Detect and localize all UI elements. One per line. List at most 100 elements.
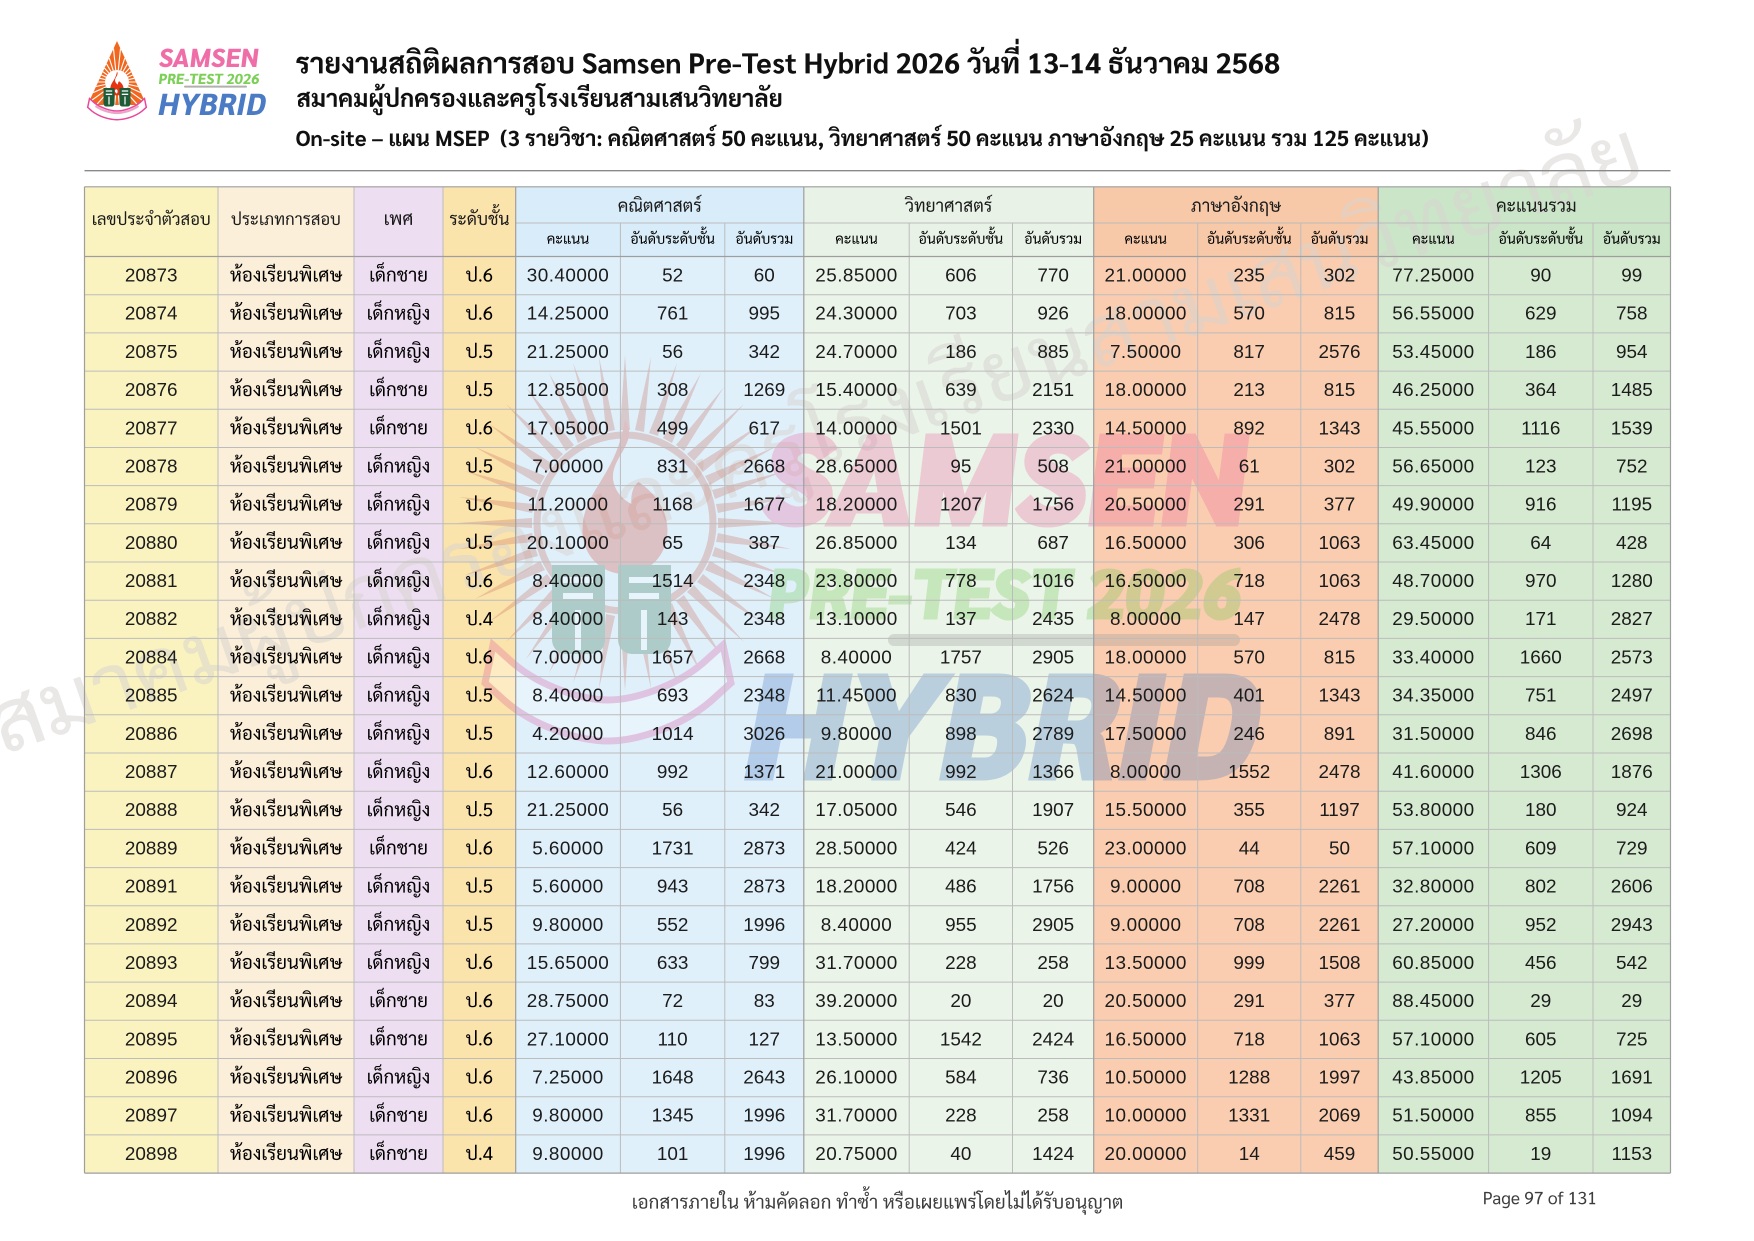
svg-text:23.00000: 23.00000 bbox=[1104, 838, 1186, 859]
svg-text:1756: 1756 bbox=[1032, 877, 1074, 898]
svg-text:1288: 1288 bbox=[1228, 1068, 1270, 1089]
svg-text:1116: 1116 bbox=[1521, 418, 1560, 439]
svg-text:63.45000: 63.45000 bbox=[1392, 533, 1474, 554]
svg-text:1014: 1014 bbox=[652, 724, 694, 745]
svg-text:1657: 1657 bbox=[652, 647, 694, 668]
svg-text:4.20000: 4.20000 bbox=[532, 724, 603, 745]
svg-text:617: 617 bbox=[749, 418, 781, 439]
svg-text:387: 387 bbox=[749, 533, 781, 554]
svg-text:64: 64 bbox=[1530, 533, 1551, 554]
svg-text:246: 246 bbox=[1233, 724, 1265, 745]
svg-text:20881: 20881 bbox=[125, 571, 178, 592]
svg-text:831: 831 bbox=[657, 457, 689, 478]
svg-text:1345: 1345 bbox=[652, 1106, 694, 1127]
svg-text:186: 186 bbox=[1525, 342, 1557, 363]
svg-text:2261: 2261 bbox=[1318, 915, 1360, 936]
svg-text:20885: 20885 bbox=[125, 686, 178, 707]
svg-text:999: 999 bbox=[1233, 953, 1265, 974]
svg-text:8.40000: 8.40000 bbox=[821, 915, 892, 936]
svg-text:83: 83 bbox=[754, 991, 775, 1012]
svg-text:60.85000: 60.85000 bbox=[1392, 953, 1474, 974]
svg-text:57.10000: 57.10000 bbox=[1392, 1029, 1474, 1050]
svg-text:725: 725 bbox=[1616, 1029, 1648, 1050]
svg-text:2261: 2261 bbox=[1318, 877, 1360, 898]
svg-text:2348: 2348 bbox=[743, 571, 785, 592]
svg-text:28.50000: 28.50000 bbox=[815, 838, 897, 859]
svg-text:2576: 2576 bbox=[1318, 342, 1360, 363]
svg-text:1756: 1756 bbox=[1032, 495, 1074, 516]
svg-text:77.25000: 77.25000 bbox=[1392, 266, 1474, 287]
svg-text:758: 758 bbox=[1616, 304, 1648, 325]
svg-text:2873: 2873 bbox=[743, 877, 785, 898]
svg-text:9.80000: 9.80000 bbox=[532, 1144, 603, 1165]
svg-text:892: 892 bbox=[1233, 418, 1265, 439]
svg-text:570: 570 bbox=[1233, 304, 1265, 325]
svg-text:1542: 1542 bbox=[940, 1029, 982, 1050]
svg-text:12.85000: 12.85000 bbox=[527, 380, 609, 401]
svg-text:20.50000: 20.50000 bbox=[1104, 495, 1186, 516]
svg-text:5.60000: 5.60000 bbox=[532, 877, 603, 898]
svg-text:20: 20 bbox=[950, 991, 971, 1012]
svg-text:127: 127 bbox=[749, 1029, 781, 1050]
svg-text:20886: 20886 bbox=[125, 724, 178, 745]
svg-text:970: 970 bbox=[1525, 571, 1557, 592]
svg-text:916: 916 bbox=[1525, 495, 1557, 516]
svg-text:817: 817 bbox=[1233, 342, 1265, 363]
svg-text:943: 943 bbox=[657, 877, 689, 898]
svg-text:15.50000: 15.50000 bbox=[1104, 800, 1186, 821]
svg-text:1876: 1876 bbox=[1611, 762, 1653, 783]
svg-text:56.65000: 56.65000 bbox=[1392, 457, 1474, 478]
svg-text:802: 802 bbox=[1525, 877, 1557, 898]
svg-text:459: 459 bbox=[1324, 1144, 1356, 1165]
svg-text:20876: 20876 bbox=[125, 380, 178, 401]
svg-text:1996: 1996 bbox=[743, 915, 785, 936]
svg-text:606: 606 bbox=[945, 266, 977, 287]
svg-text:14.00000: 14.00000 bbox=[815, 418, 897, 439]
svg-text:2069: 2069 bbox=[1318, 1106, 1360, 1127]
svg-text:846: 846 bbox=[1525, 724, 1557, 745]
svg-text:1063: 1063 bbox=[1318, 533, 1360, 554]
svg-text:815: 815 bbox=[1324, 380, 1356, 401]
svg-text:14.50000: 14.50000 bbox=[1104, 686, 1186, 707]
svg-text:992: 992 bbox=[657, 762, 689, 783]
svg-text:2827: 2827 bbox=[1611, 609, 1653, 630]
svg-text:708: 708 bbox=[1233, 915, 1265, 936]
svg-text:143: 143 bbox=[657, 609, 689, 630]
svg-text:9.00000: 9.00000 bbox=[1110, 877, 1181, 898]
svg-text:1063: 1063 bbox=[1318, 1029, 1360, 1050]
svg-text:770: 770 bbox=[1037, 266, 1069, 287]
svg-text:11.45000: 11.45000 bbox=[816, 686, 897, 707]
svg-text:1677: 1677 bbox=[743, 495, 785, 516]
svg-text:7.25000: 7.25000 bbox=[532, 1068, 603, 1089]
svg-text:1343: 1343 bbox=[1318, 686, 1360, 707]
svg-text:50.55000: 50.55000 bbox=[1392, 1144, 1474, 1165]
svg-text:693: 693 bbox=[657, 686, 689, 707]
svg-text:364: 364 bbox=[1525, 380, 1557, 401]
svg-text:8.40000: 8.40000 bbox=[532, 571, 603, 592]
svg-text:14.25000: 14.25000 bbox=[527, 304, 609, 325]
svg-text:885: 885 bbox=[1037, 342, 1069, 363]
svg-text:306: 306 bbox=[1233, 533, 1265, 554]
svg-text:815: 815 bbox=[1324, 647, 1356, 668]
svg-text:639: 639 bbox=[945, 380, 977, 401]
svg-text:95: 95 bbox=[950, 457, 971, 478]
svg-text:235: 235 bbox=[1233, 266, 1265, 287]
svg-text:12.60000: 12.60000 bbox=[527, 762, 609, 783]
svg-text:1331: 1331 bbox=[1228, 1106, 1270, 1127]
svg-text:26.85000: 26.85000 bbox=[815, 533, 897, 554]
svg-text:1731: 1731 bbox=[652, 838, 694, 859]
svg-text:213: 213 bbox=[1233, 380, 1265, 401]
svg-text:53.45000: 53.45000 bbox=[1392, 342, 1474, 363]
svg-text:20894: 20894 bbox=[125, 991, 178, 1012]
svg-text:291: 291 bbox=[1233, 991, 1265, 1012]
svg-text:1424: 1424 bbox=[1032, 1144, 1074, 1165]
svg-text:2497: 2497 bbox=[1611, 686, 1653, 707]
svg-text:45.55000: 45.55000 bbox=[1392, 418, 1474, 439]
svg-text:424: 424 bbox=[945, 838, 977, 859]
svg-text:799: 799 bbox=[749, 953, 781, 974]
svg-text:926: 926 bbox=[1037, 304, 1069, 325]
svg-text:20882: 20882 bbox=[125, 609, 178, 630]
svg-text:147: 147 bbox=[1233, 609, 1265, 630]
svg-text:1207: 1207 bbox=[940, 495, 982, 516]
svg-text:9.80000: 9.80000 bbox=[821, 724, 892, 745]
